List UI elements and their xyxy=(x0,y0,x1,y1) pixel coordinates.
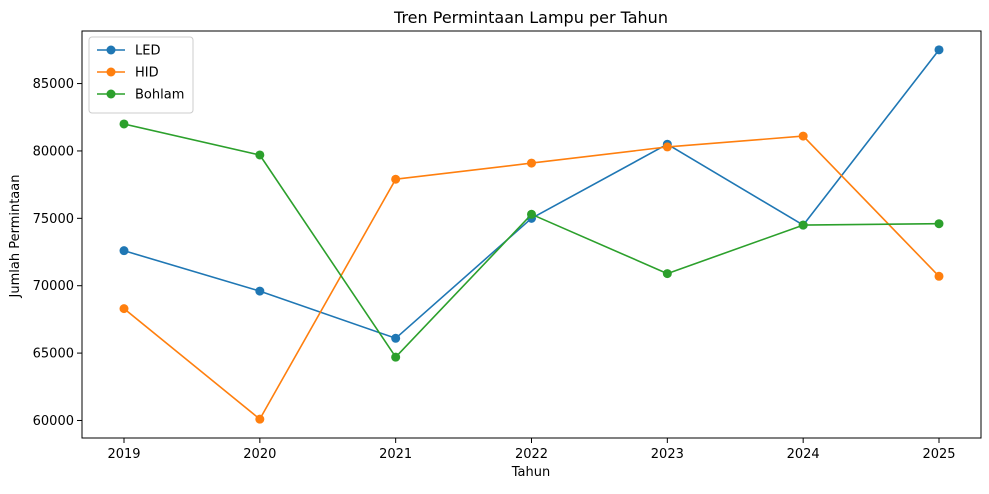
data-point-bohlam xyxy=(391,352,401,362)
data-point-bohlam xyxy=(934,219,944,229)
data-point-bohlam xyxy=(662,269,672,279)
data-point-hid xyxy=(798,131,808,141)
legend-marker-bohlam xyxy=(106,89,116,99)
data-point-hid xyxy=(527,158,536,168)
legend-label-led: LED xyxy=(135,44,160,59)
series-hid xyxy=(119,131,944,424)
data-point-hid xyxy=(255,414,265,424)
series-bohlam xyxy=(119,119,944,362)
x-tick-label: 2023 xyxy=(651,447,684,462)
series-lines xyxy=(119,45,944,424)
x-tick-label: 2021 xyxy=(379,447,412,462)
data-point-led xyxy=(934,45,944,55)
chart-title: Tren Permintaan Lampu per Tahun xyxy=(393,8,668,27)
x-tick-label: 2024 xyxy=(787,447,820,462)
data-point-hid xyxy=(662,142,672,152)
x-tick-label: 2020 xyxy=(243,447,276,462)
legend: LED HID Bohlam xyxy=(88,36,194,114)
x-axis-ticks: 2019 2020 2021 2022 2023 2024 2025 xyxy=(107,438,956,462)
data-point-bohlam xyxy=(527,209,536,219)
y-tick-label: 80000 xyxy=(33,144,74,159)
data-point-bohlam xyxy=(798,220,808,230)
y-tick-label: 70000 xyxy=(33,279,74,294)
x-tick-label: 2022 xyxy=(515,447,548,462)
y-tick-label: 60000 xyxy=(33,414,74,429)
data-point-hid xyxy=(119,304,129,314)
data-point-led xyxy=(255,286,265,296)
legend-label-hid: HID xyxy=(135,66,159,81)
data-point-hid xyxy=(391,174,401,184)
y-axis-ticks: 60000 65000 70000 75000 80000 85000 xyxy=(33,77,82,429)
x-tick-label: 2019 xyxy=(107,447,140,462)
y-tick-label: 75000 xyxy=(33,212,74,227)
data-point-hid xyxy=(934,271,944,281)
x-tick-label: 2025 xyxy=(922,447,955,462)
y-tick-label: 85000 xyxy=(33,77,74,92)
data-point-bohlam xyxy=(119,119,129,129)
legend-marker-hid xyxy=(106,67,116,77)
data-point-bohlam xyxy=(255,150,265,160)
y-tick-label: 65000 xyxy=(33,347,74,362)
data-point-led xyxy=(119,246,129,256)
y-axis-label: Jumlah Permintaan xyxy=(8,175,23,299)
legend-marker-led xyxy=(106,45,116,55)
data-point-led xyxy=(391,333,401,343)
x-axis-label: Tahun xyxy=(511,465,550,480)
legend-label-bohlam: Bohlam xyxy=(135,88,184,103)
